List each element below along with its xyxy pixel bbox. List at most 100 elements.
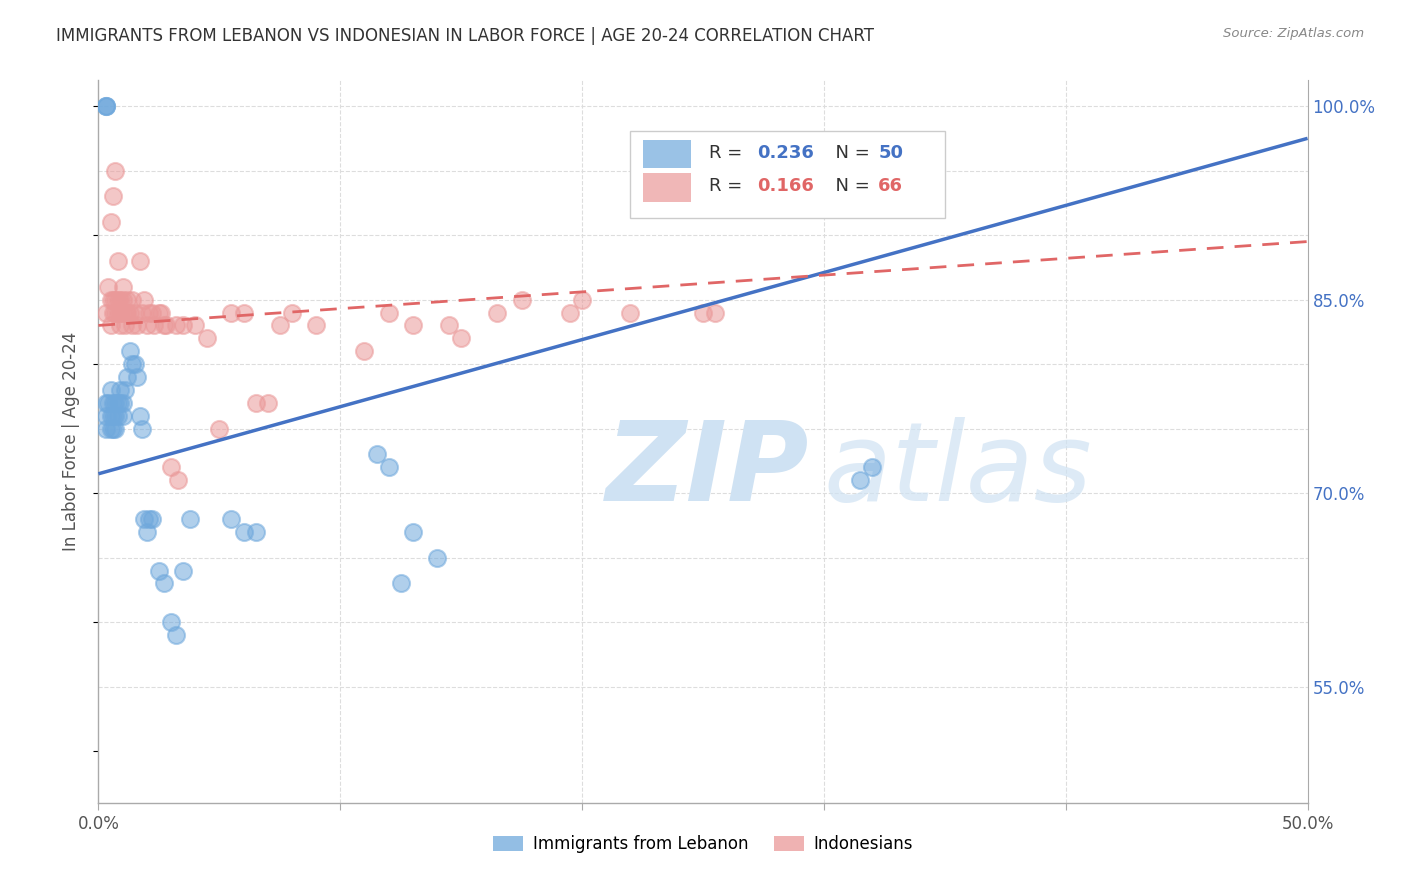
Point [101, 305, 124, 319]
Point [104, 305, 127, 319]
Point [117, 370, 139, 384]
FancyBboxPatch shape [630, 131, 945, 218]
Point [160, 460, 183, 475]
Point [208, 422, 231, 436]
Point [179, 512, 201, 526]
Point [135, 318, 157, 333]
Point [232, 524, 254, 539]
Point [184, 318, 207, 333]
Point [111, 396, 134, 410]
Point [172, 564, 194, 578]
Point [114, 305, 136, 319]
Point [108, 318, 131, 333]
Point [377, 305, 399, 319]
Point [104, 163, 127, 178]
Point [426, 550, 449, 565]
Point [121, 357, 143, 371]
Point [148, 564, 170, 578]
Point [111, 409, 134, 423]
Point [437, 318, 460, 333]
Point [100, 422, 122, 436]
Point [221, 512, 243, 526]
Point [94, 99, 117, 113]
Point [101, 396, 124, 410]
Point [377, 460, 399, 475]
Text: atlas: atlas [824, 417, 1092, 524]
Point [152, 576, 174, 591]
Point [131, 422, 153, 436]
Point [141, 305, 163, 319]
Point [117, 305, 139, 319]
Text: IMMIGRANTS FROM LEBANON VS INDONESIAN IN LABOR FORCE | AGE 20-24 CORRELATION CHA: IMMIGRANTS FROM LEBANON VS INDONESIAN IN… [56, 27, 875, 45]
Point [558, 305, 581, 319]
Text: R =: R = [709, 144, 748, 161]
Point [114, 318, 136, 333]
Point [165, 318, 187, 333]
Point [108, 305, 131, 319]
Text: 0.166: 0.166 [758, 177, 814, 194]
Point [692, 305, 714, 319]
Point [104, 422, 127, 436]
Point [121, 318, 143, 333]
Point [402, 318, 425, 333]
Point [104, 396, 127, 410]
Point [366, 447, 388, 461]
Point [510, 293, 533, 307]
Point [118, 344, 141, 359]
Point [160, 615, 183, 630]
Point [104, 409, 127, 423]
Bar [643, 139, 690, 169]
Point [127, 318, 149, 333]
Y-axis label: In Labor Force | Age 20-24: In Labor Force | Age 20-24 [62, 332, 80, 551]
Point [107, 409, 129, 423]
Bar [643, 173, 690, 202]
Point [134, 512, 156, 526]
Point [128, 409, 150, 423]
Text: ZIP: ZIP [606, 417, 810, 524]
Text: Source: ZipAtlas.com: Source: ZipAtlas.com [1223, 27, 1364, 40]
Point [165, 628, 187, 642]
Text: 66: 66 [879, 177, 903, 194]
Point [245, 524, 267, 539]
Point [100, 215, 122, 229]
Point [389, 576, 412, 591]
Point [104, 293, 127, 307]
Text: 0.236: 0.236 [758, 144, 814, 161]
Point [450, 331, 472, 345]
Point [94, 99, 117, 113]
Point [269, 318, 291, 333]
Point [94, 305, 117, 319]
Point [107, 396, 129, 410]
Point [114, 383, 136, 397]
Point [107, 253, 129, 268]
Point [101, 422, 124, 436]
Point [100, 383, 122, 397]
Point [128, 253, 150, 268]
Point [148, 305, 170, 319]
Legend: Immigrants from Lebanon, Indonesians: Immigrants from Lebanon, Indonesians [486, 828, 920, 860]
Point [100, 318, 122, 333]
Point [101, 409, 124, 423]
Point [107, 293, 129, 307]
Point [619, 305, 641, 319]
Text: N =: N = [824, 177, 876, 194]
Point [221, 305, 243, 319]
Point [305, 318, 328, 333]
Text: N =: N = [824, 144, 876, 161]
Point [195, 331, 218, 345]
Point [131, 305, 153, 319]
Point [124, 357, 146, 371]
Point [155, 318, 177, 333]
Point [256, 396, 278, 410]
Point [107, 305, 129, 319]
Point [245, 396, 267, 410]
Point [101, 293, 124, 307]
Text: 50: 50 [879, 144, 903, 161]
Point [124, 305, 146, 319]
Point [353, 344, 375, 359]
Point [117, 293, 139, 307]
Point [111, 279, 134, 293]
Point [118, 305, 141, 319]
Point [281, 305, 304, 319]
Point [134, 293, 156, 307]
